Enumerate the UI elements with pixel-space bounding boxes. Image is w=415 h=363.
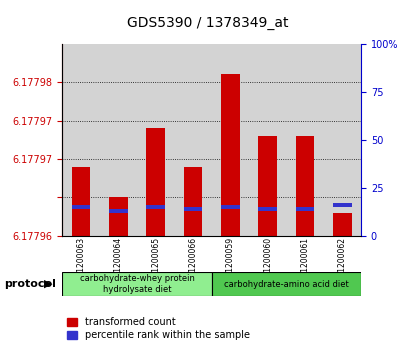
Bar: [324, 44, 361, 236]
Bar: [212, 44, 249, 236]
Bar: [174, 44, 212, 236]
Legend: transformed count, percentile rank within the sample: transformed count, percentile rank withi…: [67, 317, 249, 340]
Bar: [259, 136, 277, 236]
Bar: [333, 213, 352, 236]
Bar: [62, 44, 100, 236]
Text: GDS5390 / 1378349_at: GDS5390 / 1378349_at: [127, 16, 288, 30]
Bar: [62, 272, 212, 296]
Bar: [259, 207, 277, 211]
Bar: [71, 205, 90, 209]
Bar: [184, 167, 203, 236]
Bar: [100, 44, 137, 236]
Bar: [295, 207, 315, 211]
Text: carbohydrate-whey protein
hydrolysate diet: carbohydrate-whey protein hydrolysate di…: [80, 274, 194, 294]
Bar: [221, 74, 240, 236]
Bar: [71, 167, 90, 236]
Bar: [109, 209, 128, 213]
Bar: [249, 44, 286, 236]
Bar: [137, 44, 174, 236]
Bar: [212, 272, 361, 296]
Bar: [146, 205, 165, 209]
Bar: [295, 136, 315, 236]
Bar: [146, 128, 165, 236]
Bar: [221, 205, 240, 209]
Bar: [109, 197, 128, 236]
Bar: [184, 207, 203, 211]
Text: ▶: ▶: [44, 279, 52, 289]
Text: carbohydrate-amino acid diet: carbohydrate-amino acid diet: [224, 280, 349, 289]
Text: protocol: protocol: [4, 279, 56, 289]
Bar: [286, 44, 324, 236]
Bar: [333, 203, 352, 207]
